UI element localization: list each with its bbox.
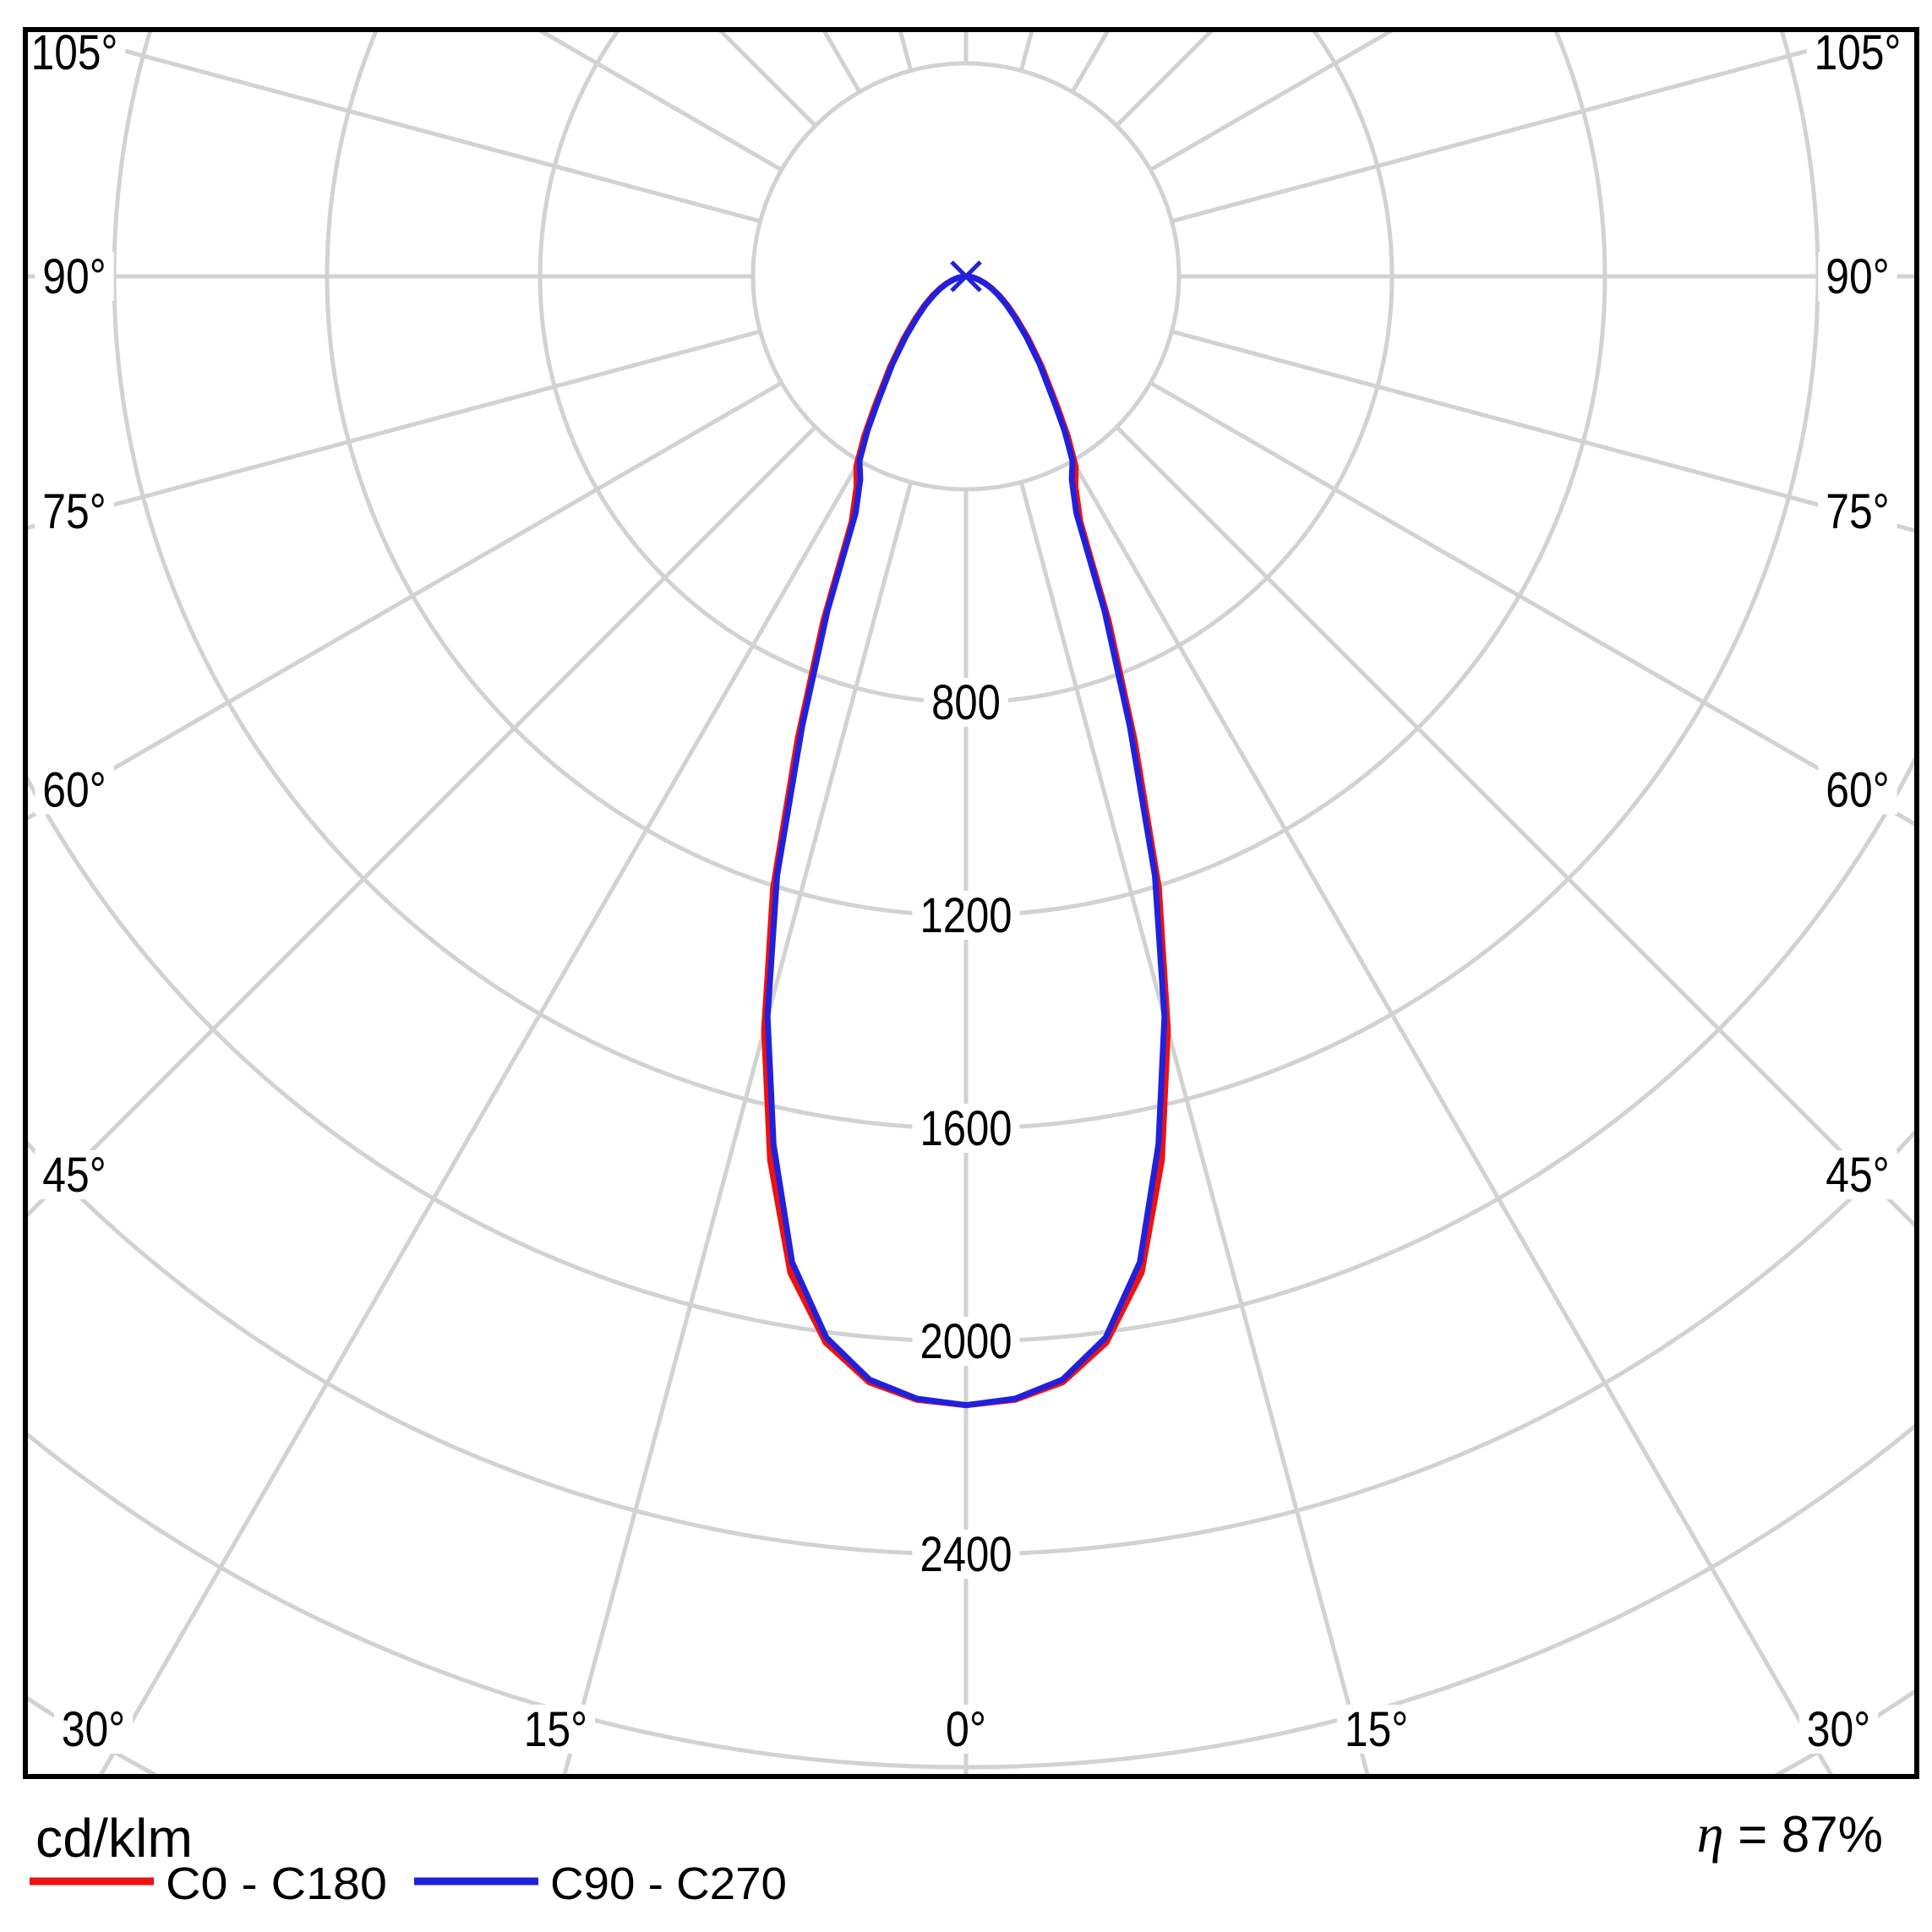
grid-radial-line xyxy=(821,30,862,94)
ring-value-label: 2400 xyxy=(920,1527,1012,1582)
efficiency-value: η = 87% xyxy=(1697,1804,1883,1864)
ring-value-label-background xyxy=(912,1530,1020,1579)
grid-radial-line xyxy=(1018,481,1371,1776)
angle-label-background xyxy=(35,487,114,537)
angle-label-background xyxy=(1818,487,1897,537)
grid-radial-line xyxy=(25,425,817,1220)
plot-frame xyxy=(23,27,1919,1779)
angle-label: 60° xyxy=(1826,763,1889,818)
grid-radial-line xyxy=(1115,425,1917,1231)
grid-radial-line xyxy=(36,30,761,224)
grid-radial-line xyxy=(561,481,914,1776)
angle-label: 75° xyxy=(42,484,106,539)
grid-radial-line xyxy=(1070,30,1111,94)
angle-label: 30° xyxy=(62,1702,125,1757)
ring-value-label-background xyxy=(912,1317,1020,1366)
angle-label: 105° xyxy=(31,25,118,80)
ring-value-label: 1600 xyxy=(920,1101,1012,1156)
angle-label-background xyxy=(937,1705,995,1754)
ring-value-label-background xyxy=(924,678,1008,727)
angle-label-background xyxy=(1818,252,1897,301)
curve-end-marker xyxy=(950,260,982,292)
angle-label: 0° xyxy=(946,1702,986,1757)
angle-label-background xyxy=(1336,1705,1416,1754)
unit-label: cd/klm xyxy=(35,1808,193,1869)
angle-label: 90° xyxy=(42,249,106,304)
angle-label-background xyxy=(1806,28,1909,77)
angle-label-background xyxy=(35,252,114,301)
footer: cd/klm C0 - C180 C90 - C270 η = 87% xyxy=(30,1804,1883,1909)
grid-radial-line xyxy=(25,329,761,531)
angle-label-background xyxy=(1798,1705,1879,1754)
grid-radial-line xyxy=(97,459,862,1776)
angle-label: 45° xyxy=(42,1148,106,1203)
angle-label-background xyxy=(1818,1150,1897,1199)
ring-value-label-background xyxy=(912,891,1020,940)
grid-radial-line xyxy=(1070,459,1835,1776)
angle-label: 30° xyxy=(1807,1702,1870,1757)
angle-label-background xyxy=(53,1705,134,1754)
angle-label-background xyxy=(1818,765,1897,815)
angle-label-background xyxy=(35,1150,114,1199)
legend-label-c90-c270: C90 - C270 xyxy=(550,1858,787,1909)
angle-label: 45° xyxy=(1826,1148,1889,1203)
ring-value-label: 800 xyxy=(931,675,1001,730)
grid-radial-line xyxy=(1149,380,1917,828)
angle-label: 90° xyxy=(1826,249,1889,304)
angle-label: 15° xyxy=(1345,1702,1408,1757)
ring-value-label: 2000 xyxy=(920,1314,1012,1369)
angle-label: 105° xyxy=(1815,25,1902,80)
grid-radial-line xyxy=(1171,30,1896,224)
grid-radial-line xyxy=(1018,30,1034,72)
ring-value-label: 1200 xyxy=(920,888,1012,943)
grid-radial-line xyxy=(25,380,783,822)
ring-value-label-background xyxy=(912,1104,1020,1153)
angle-label: 15° xyxy=(524,1702,587,1757)
curve-c90-c270 xyxy=(764,273,1168,1409)
grid-radial-line xyxy=(898,30,914,72)
axis-labels: 800 1200 1600 2000 2400 0° 15° 15° 30° 30° 45° 45° 6… xyxy=(23,25,1909,1757)
angle-label: 60° xyxy=(42,763,106,818)
grid-radial-line xyxy=(1171,329,1917,534)
intensity-curves xyxy=(761,260,1171,1409)
angle-label-background xyxy=(23,28,126,77)
angle-label-background xyxy=(516,1705,596,1754)
angle-label-background xyxy=(35,765,114,815)
legend-label-c0-c180: C0 - C180 xyxy=(166,1858,387,1909)
angle-label: 75° xyxy=(1826,484,1889,539)
